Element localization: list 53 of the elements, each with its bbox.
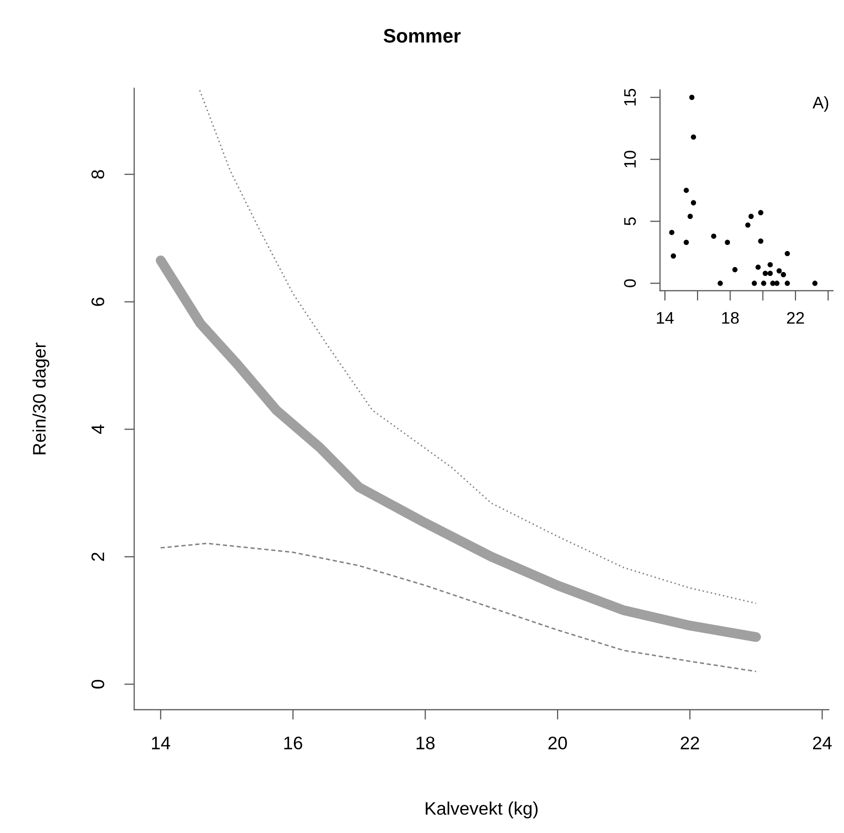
y-tick-label: 10 xyxy=(624,150,636,168)
point xyxy=(762,270,768,276)
point xyxy=(724,240,730,245)
point xyxy=(784,250,790,256)
point xyxy=(684,188,689,193)
point xyxy=(732,267,738,272)
annotation: A) xyxy=(812,96,828,112)
point xyxy=(718,280,723,286)
x-tick-label: 18 xyxy=(416,736,435,750)
point xyxy=(770,280,776,286)
point xyxy=(756,264,761,270)
y-tick-label: 0 xyxy=(91,680,104,689)
point xyxy=(745,222,750,228)
point xyxy=(748,214,754,219)
x-tick-label: 24 xyxy=(813,736,832,750)
point xyxy=(774,280,780,286)
y-tick-label: 15 xyxy=(624,88,636,106)
y-tick-label: 5 xyxy=(624,217,636,226)
x-tick-label: 16 xyxy=(284,736,302,750)
point xyxy=(776,268,782,274)
point xyxy=(688,214,693,219)
x-tick-label: 22 xyxy=(787,312,804,324)
point xyxy=(684,240,689,245)
point xyxy=(711,234,716,239)
y-tick-label: 0 xyxy=(624,279,636,288)
line-series xyxy=(198,90,757,604)
x-tick-label: 20 xyxy=(548,736,567,750)
point xyxy=(690,200,696,206)
point xyxy=(690,134,696,140)
point xyxy=(669,230,674,236)
y-tick-label: 8 xyxy=(91,170,104,179)
point xyxy=(784,280,790,286)
y-tick-label: 2 xyxy=(91,552,104,561)
point xyxy=(752,280,757,286)
point xyxy=(768,262,773,268)
x-tick-label: 22 xyxy=(680,736,700,750)
y-tick-label: 4 xyxy=(92,424,104,434)
point xyxy=(670,253,676,259)
chart-title: Sommer xyxy=(384,28,461,43)
x-tick-label: 14 xyxy=(152,736,170,750)
point xyxy=(768,270,773,276)
x-tick-label: 14 xyxy=(656,312,674,324)
x-axis-title: Kalvevekt (kg) xyxy=(426,802,538,818)
y-axis-title: Rein/30 dager xyxy=(32,342,50,454)
point xyxy=(812,280,818,286)
x-tick-label: 18 xyxy=(722,312,739,324)
point xyxy=(758,210,764,216)
point xyxy=(761,280,766,286)
point xyxy=(758,238,764,244)
point xyxy=(780,272,786,278)
y-tick-label: 6 xyxy=(91,298,104,306)
line-series xyxy=(160,542,757,672)
point xyxy=(689,94,694,100)
